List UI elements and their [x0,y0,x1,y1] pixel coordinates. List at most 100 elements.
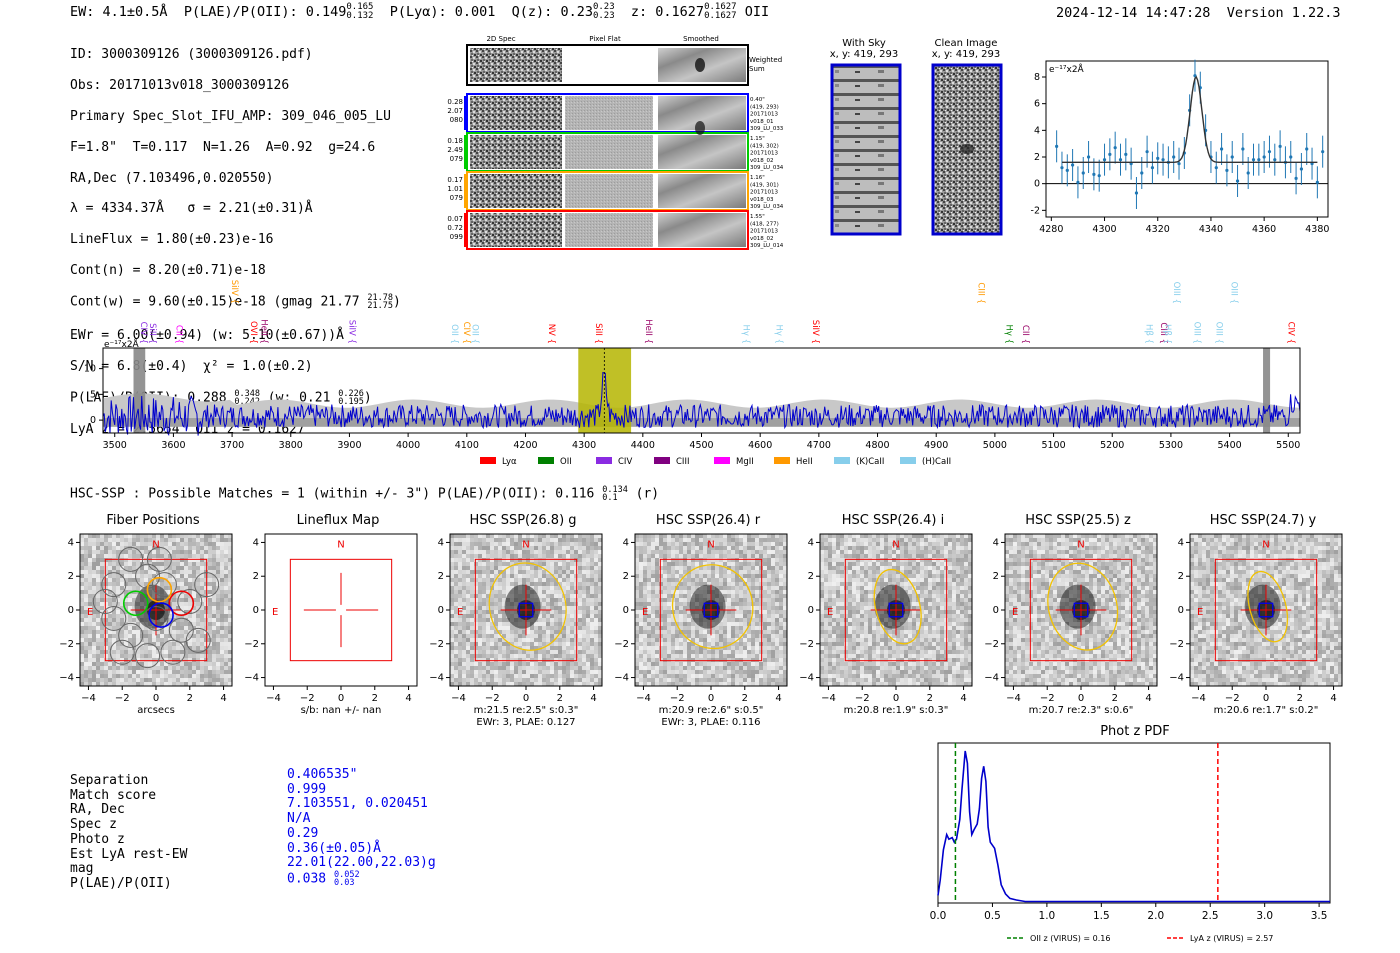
cutout-pixel [80,610,84,614]
cutout-pixel [482,626,486,630]
cutout-pixel [691,642,695,646]
fiber-circle [135,643,161,669]
cutout-pixel [691,586,695,590]
cutout-pixel [124,646,128,650]
cutout-pixel [132,626,136,630]
cutout-pixel [687,674,691,678]
cutout-pixel [486,606,490,610]
cutout-pixel [763,646,767,650]
cutout-pixel [703,630,707,634]
cutout-pixel [771,662,775,666]
cutout-pixel [779,566,783,570]
cutout-pixel [450,582,454,586]
cutout-pixel [695,682,699,686]
cutout-pixel [466,638,470,642]
cutout-pixel [594,538,598,542]
cutout-pixel [474,554,478,558]
cutout-pixel [204,542,208,546]
cutout-pixel [675,590,679,594]
cutout-pixel [88,610,92,614]
cutout-pixel [948,542,952,546]
cutout-pixel [88,634,92,638]
cutout-pixel [759,610,763,614]
cutout-pixel [711,638,715,642]
cutout-pixel [128,618,132,622]
cutout-pixel [562,614,566,618]
cutout-pixel [570,670,574,674]
cutout-pixel [582,674,586,678]
cutout-pixel [216,670,220,674]
cutout-pixel [667,562,671,566]
cutout-pixel [655,554,659,558]
cutout-pixel [502,554,506,558]
cutout-pixel [466,646,470,650]
cutout-pixel [84,574,88,578]
y-tick-label: 2 [253,571,259,582]
cutout-pixel [655,546,659,550]
cutout-pixel [727,558,731,562]
cutout-pixel [679,594,683,598]
cutout-pixel [84,578,88,582]
cutout-pixel [116,546,120,550]
cutout-pixel [200,666,204,670]
cutout-pixel [140,682,144,686]
cutout-pixel [466,570,470,574]
info-id: ID: 3000309126 (3000309126.pdf) [70,47,313,63]
cutout-pixel [518,650,522,654]
cutout-pixel [675,562,679,566]
cutout-pixel [470,638,474,642]
cutout-pixel [168,658,172,662]
cutout-pixel [514,682,518,686]
cutout-pixel [494,562,498,566]
cutout-pixel [570,546,574,550]
cutout-pixel [586,638,590,642]
cutout-pixel [224,618,228,622]
cutout-pixel [124,658,128,662]
cutout-pixel [474,614,478,618]
cutout-pixel [695,678,699,682]
cutout-pixel [466,618,470,622]
hsc-panel-caption: s/b: nan +/- nan [301,705,382,716]
cutout-pixel [655,662,659,666]
cutout-pixel [200,670,204,674]
cutout-pixel [128,546,132,550]
cutout-pixel [651,678,655,682]
cutout-pixel [639,646,643,650]
cutout-pixel [474,566,478,570]
cutout-pixel [562,634,566,638]
cutout-pixel [647,590,651,594]
cutout-pixel [960,542,964,546]
cutout-pixel [458,662,462,666]
cutout-pixel [104,542,108,546]
cutout-pixel [671,682,675,686]
cutout-pixel [635,542,639,546]
cutout-pixel [550,582,554,586]
cutout-pixel [723,670,727,674]
cutout-pixel [598,626,602,630]
cutout-pixel [188,626,192,630]
cutout-pixel [667,614,671,618]
cutout-pixel [530,674,534,678]
cutout-pixel [228,594,232,598]
cutout-pixel [132,630,136,634]
cutout-pixel [502,646,506,650]
spec2d-row-right-value: v018_02 [750,158,774,164]
x-tick-label: 5000 [983,440,1007,451]
x-tick-label: 4700 [807,440,831,451]
data-point [1156,156,1160,160]
cutout-pixel [200,590,204,594]
cutout-pixel [180,634,184,638]
cutout-pixel [228,538,232,542]
cutout-pixel [639,570,643,574]
cutout-pixel [578,598,582,602]
cutout-pixel [699,650,703,654]
target-box [703,602,719,618]
cutout-pixel [659,586,663,590]
cutout-pixel [715,650,719,654]
cutout-pixel [679,566,683,570]
cutout-pixel [188,682,192,686]
x-tick-label: 2 [372,693,378,704]
cutout-pixel [84,662,88,666]
cutout-pixel [651,618,655,622]
cutout-pixel [128,658,132,662]
